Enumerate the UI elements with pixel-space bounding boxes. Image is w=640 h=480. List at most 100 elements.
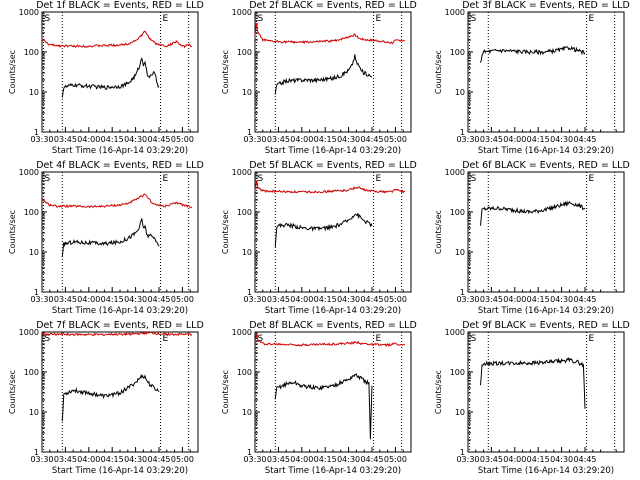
y-tick-label: 100: [24, 48, 39, 57]
x-tick-label: 04:45: [573, 135, 596, 144]
end-marker-label: E: [163, 174, 169, 184]
y-tick-label: 10: [242, 248, 252, 257]
end-marker-label: E: [376, 334, 382, 344]
panel-6: Det 6f BLACK = Events, RED = LLD 1 10 100 10…: [434, 160, 630, 316]
y-tick-label: 100: [24, 208, 39, 217]
y-axis-label: Counts/sec: [434, 370, 443, 414]
end-marker-label: E: [589, 334, 595, 344]
panel-title: Det 6f BLACK = Events, RED = LLD: [462, 160, 630, 171]
panel-4: Det 4f BLACK = Events, RED = LLD 1 10 100 10…: [8, 160, 204, 316]
x-tick-label: 03:45: [267, 295, 290, 304]
lld-series-line: [254, 23, 406, 45]
plot-frame: [254, 171, 412, 293]
x-tick-label: 04:00: [290, 295, 313, 304]
panel-1: Det 1f BLACK = Events, RED = LLD 1 10 100 10…: [8, 0, 204, 156]
x-tick-label: 04:00: [503, 455, 526, 464]
x-tick-label: 03:30: [243, 295, 266, 304]
x-axis-label: Start Time (16-Apr-14 03:29:20): [265, 146, 401, 156]
x-tick-label: 04:15: [314, 295, 337, 304]
x-axis-label: Start Time (16-Apr-14 03:29:20): [52, 146, 188, 156]
y-tick-label: 1000: [445, 328, 465, 337]
x-axis-label: Start Time (16-Apr-14 03:29:20): [265, 466, 401, 476]
x-tick-label: 05:00: [384, 295, 407, 304]
y-axis-label: Counts/sec: [8, 210, 17, 254]
x-tick-label: 04:15: [314, 135, 337, 144]
x-tick-label: 04:15: [101, 455, 124, 464]
panel-8: Det 8f BLACK = Events, RED = LLD 1 10 100 10…: [221, 320, 417, 476]
panel-3: Det 3f BLACK = Events, RED = LLD 1 10 100 10…: [434, 0, 630, 156]
y-tick-label: 100: [24, 368, 39, 377]
y-tick-label: 10: [455, 88, 465, 97]
x-tick-label: 03:30: [456, 455, 479, 464]
events-series-line: [61, 218, 160, 258]
x-tick-label: 04:45: [360, 295, 383, 304]
events-series-line: [61, 57, 160, 98]
end-marker-label: E: [376, 174, 382, 184]
y-tick-label: 1: [247, 288, 252, 297]
lld-series-line: [41, 30, 193, 49]
x-tick-label: 04:30: [337, 295, 360, 304]
panel-5: Det 5f BLACK = Events, RED = LLD 1 10 100 10…: [221, 160, 417, 316]
end-marker-label: E: [589, 14, 595, 24]
x-tick-label: 03:30: [456, 135, 479, 144]
events-series-line: [480, 45, 586, 63]
x-tick-label: 04:45: [147, 295, 170, 304]
events-series-line: [480, 200, 586, 226]
x-tick-label: 03:30: [243, 135, 266, 144]
y-tick-label: 10: [29, 248, 39, 257]
plot-frame: [467, 171, 625, 293]
y-tick-label: 10: [455, 248, 465, 257]
panel-7: Det 7f BLACK = Events, RED = LLD 1 10 100 10…: [8, 320, 204, 476]
x-tick-label: 04:30: [124, 295, 147, 304]
start-marker-label: S: [471, 174, 477, 184]
start-marker-label: S: [258, 174, 264, 184]
end-marker-label: E: [163, 14, 169, 24]
plot-frame: [467, 11, 625, 133]
x-tick-label: 03:45: [480, 455, 503, 464]
x-tick-label: 04:30: [550, 295, 573, 304]
y-tick-label: 10: [455, 408, 465, 417]
events-series-line: [274, 213, 373, 248]
x-tick-label: 04:30: [550, 455, 573, 464]
panel-title: Det 9f BLACK = Events, RED = LLD: [462, 320, 630, 331]
x-tick-label: 03:45: [480, 295, 503, 304]
x-tick-label: 05:00: [384, 455, 407, 464]
x-axis-label: Start Time (16-Apr-14 03:29:20): [478, 466, 614, 476]
panel-title: Det 5f BLACK = Events, RED = LLD: [249, 160, 417, 171]
y-tick-label: 10: [242, 408, 252, 417]
y-tick-label: 1: [247, 128, 252, 137]
panel-title: Det 8f BLACK = Events, RED = LLD: [249, 320, 417, 331]
x-tick-label: 03:30: [30, 455, 53, 464]
x-tick-label: 03:30: [456, 295, 479, 304]
y-tick-label: 1000: [19, 168, 39, 177]
x-tick-label: 04:15: [101, 295, 124, 304]
plot-frame: [254, 331, 412, 453]
y-tick-label: 1000: [232, 168, 252, 177]
y-tick-label: 100: [450, 48, 465, 57]
x-tick-label: 03:45: [480, 135, 503, 144]
x-tick-label: 03:45: [54, 295, 77, 304]
start-marker-label: S: [258, 334, 264, 344]
x-tick-label: 04:00: [77, 295, 100, 304]
y-tick-label: 100: [237, 48, 252, 57]
x-tick-label: 05:00: [171, 455, 194, 464]
events-series-line: [274, 54, 373, 95]
x-tick-label: 04:15: [101, 135, 124, 144]
plot-frame: [41, 171, 199, 293]
start-marker-label: S: [471, 14, 477, 24]
x-tick-label: 04:30: [124, 135, 147, 144]
end-marker-label: E: [163, 334, 169, 344]
x-axis-label: Start Time (16-Apr-14 03:29:20): [52, 466, 188, 476]
y-axis-label: Counts/sec: [221, 370, 230, 414]
y-tick-label: 1: [460, 128, 465, 137]
y-axis-label: Counts/sec: [221, 50, 230, 94]
x-tick-label: 04:45: [147, 455, 170, 464]
panel-2: Det 2f BLACK = Events, RED = LLD 1 10 100 10…: [221, 0, 417, 156]
y-axis-label: Counts/sec: [8, 50, 17, 94]
x-tick-label: 04:00: [503, 295, 526, 304]
x-tick-label: 04:45: [147, 135, 170, 144]
y-tick-label: 100: [237, 368, 252, 377]
x-tick-label: 03:30: [243, 455, 266, 464]
x-tick-label: 04:00: [290, 455, 313, 464]
x-axis-label: Start Time (16-Apr-14 03:29:20): [52, 306, 188, 316]
